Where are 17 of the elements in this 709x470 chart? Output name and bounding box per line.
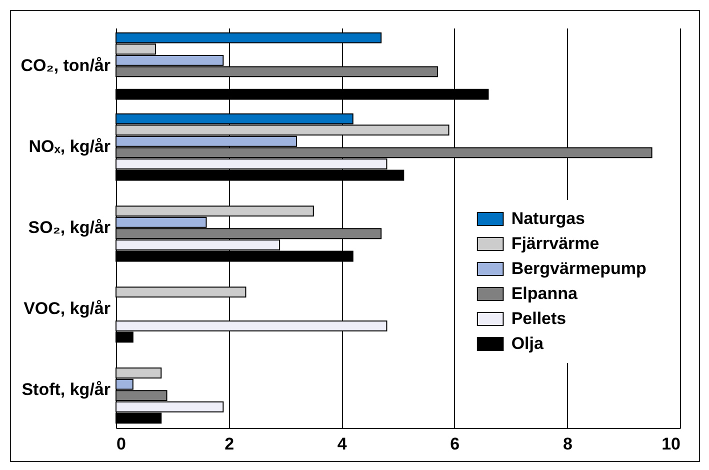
legend-label: Elpanna bbox=[511, 284, 578, 303]
legend-label: Bergvärmepump bbox=[511, 259, 646, 278]
x-tick-label: 0 bbox=[116, 434, 126, 454]
y-tick-label: VOC, kg/år bbox=[24, 298, 111, 318]
legend-label: Olja bbox=[511, 334, 544, 353]
x-tick-label: 8 bbox=[562, 434, 572, 454]
y-tick-label: NOₓ, kg/år bbox=[28, 137, 111, 156]
x-tick-label: 10 bbox=[662, 434, 680, 454]
legend-label: Pellets bbox=[511, 309, 566, 328]
legend-label: Naturgas bbox=[511, 209, 586, 228]
y-tick-label: SO₂, kg/år bbox=[28, 218, 111, 237]
y-tick-label: Stoft, kg/år bbox=[22, 380, 111, 399]
x-tick-label: 4 bbox=[337, 434, 348, 454]
y-tick-label: CO₂, ton/år bbox=[20, 56, 111, 76]
x-tick-label: 2 bbox=[224, 434, 234, 454]
legend-label: Fjärrvärme bbox=[511, 234, 600, 253]
x-tick-label: 6 bbox=[450, 434, 460, 454]
